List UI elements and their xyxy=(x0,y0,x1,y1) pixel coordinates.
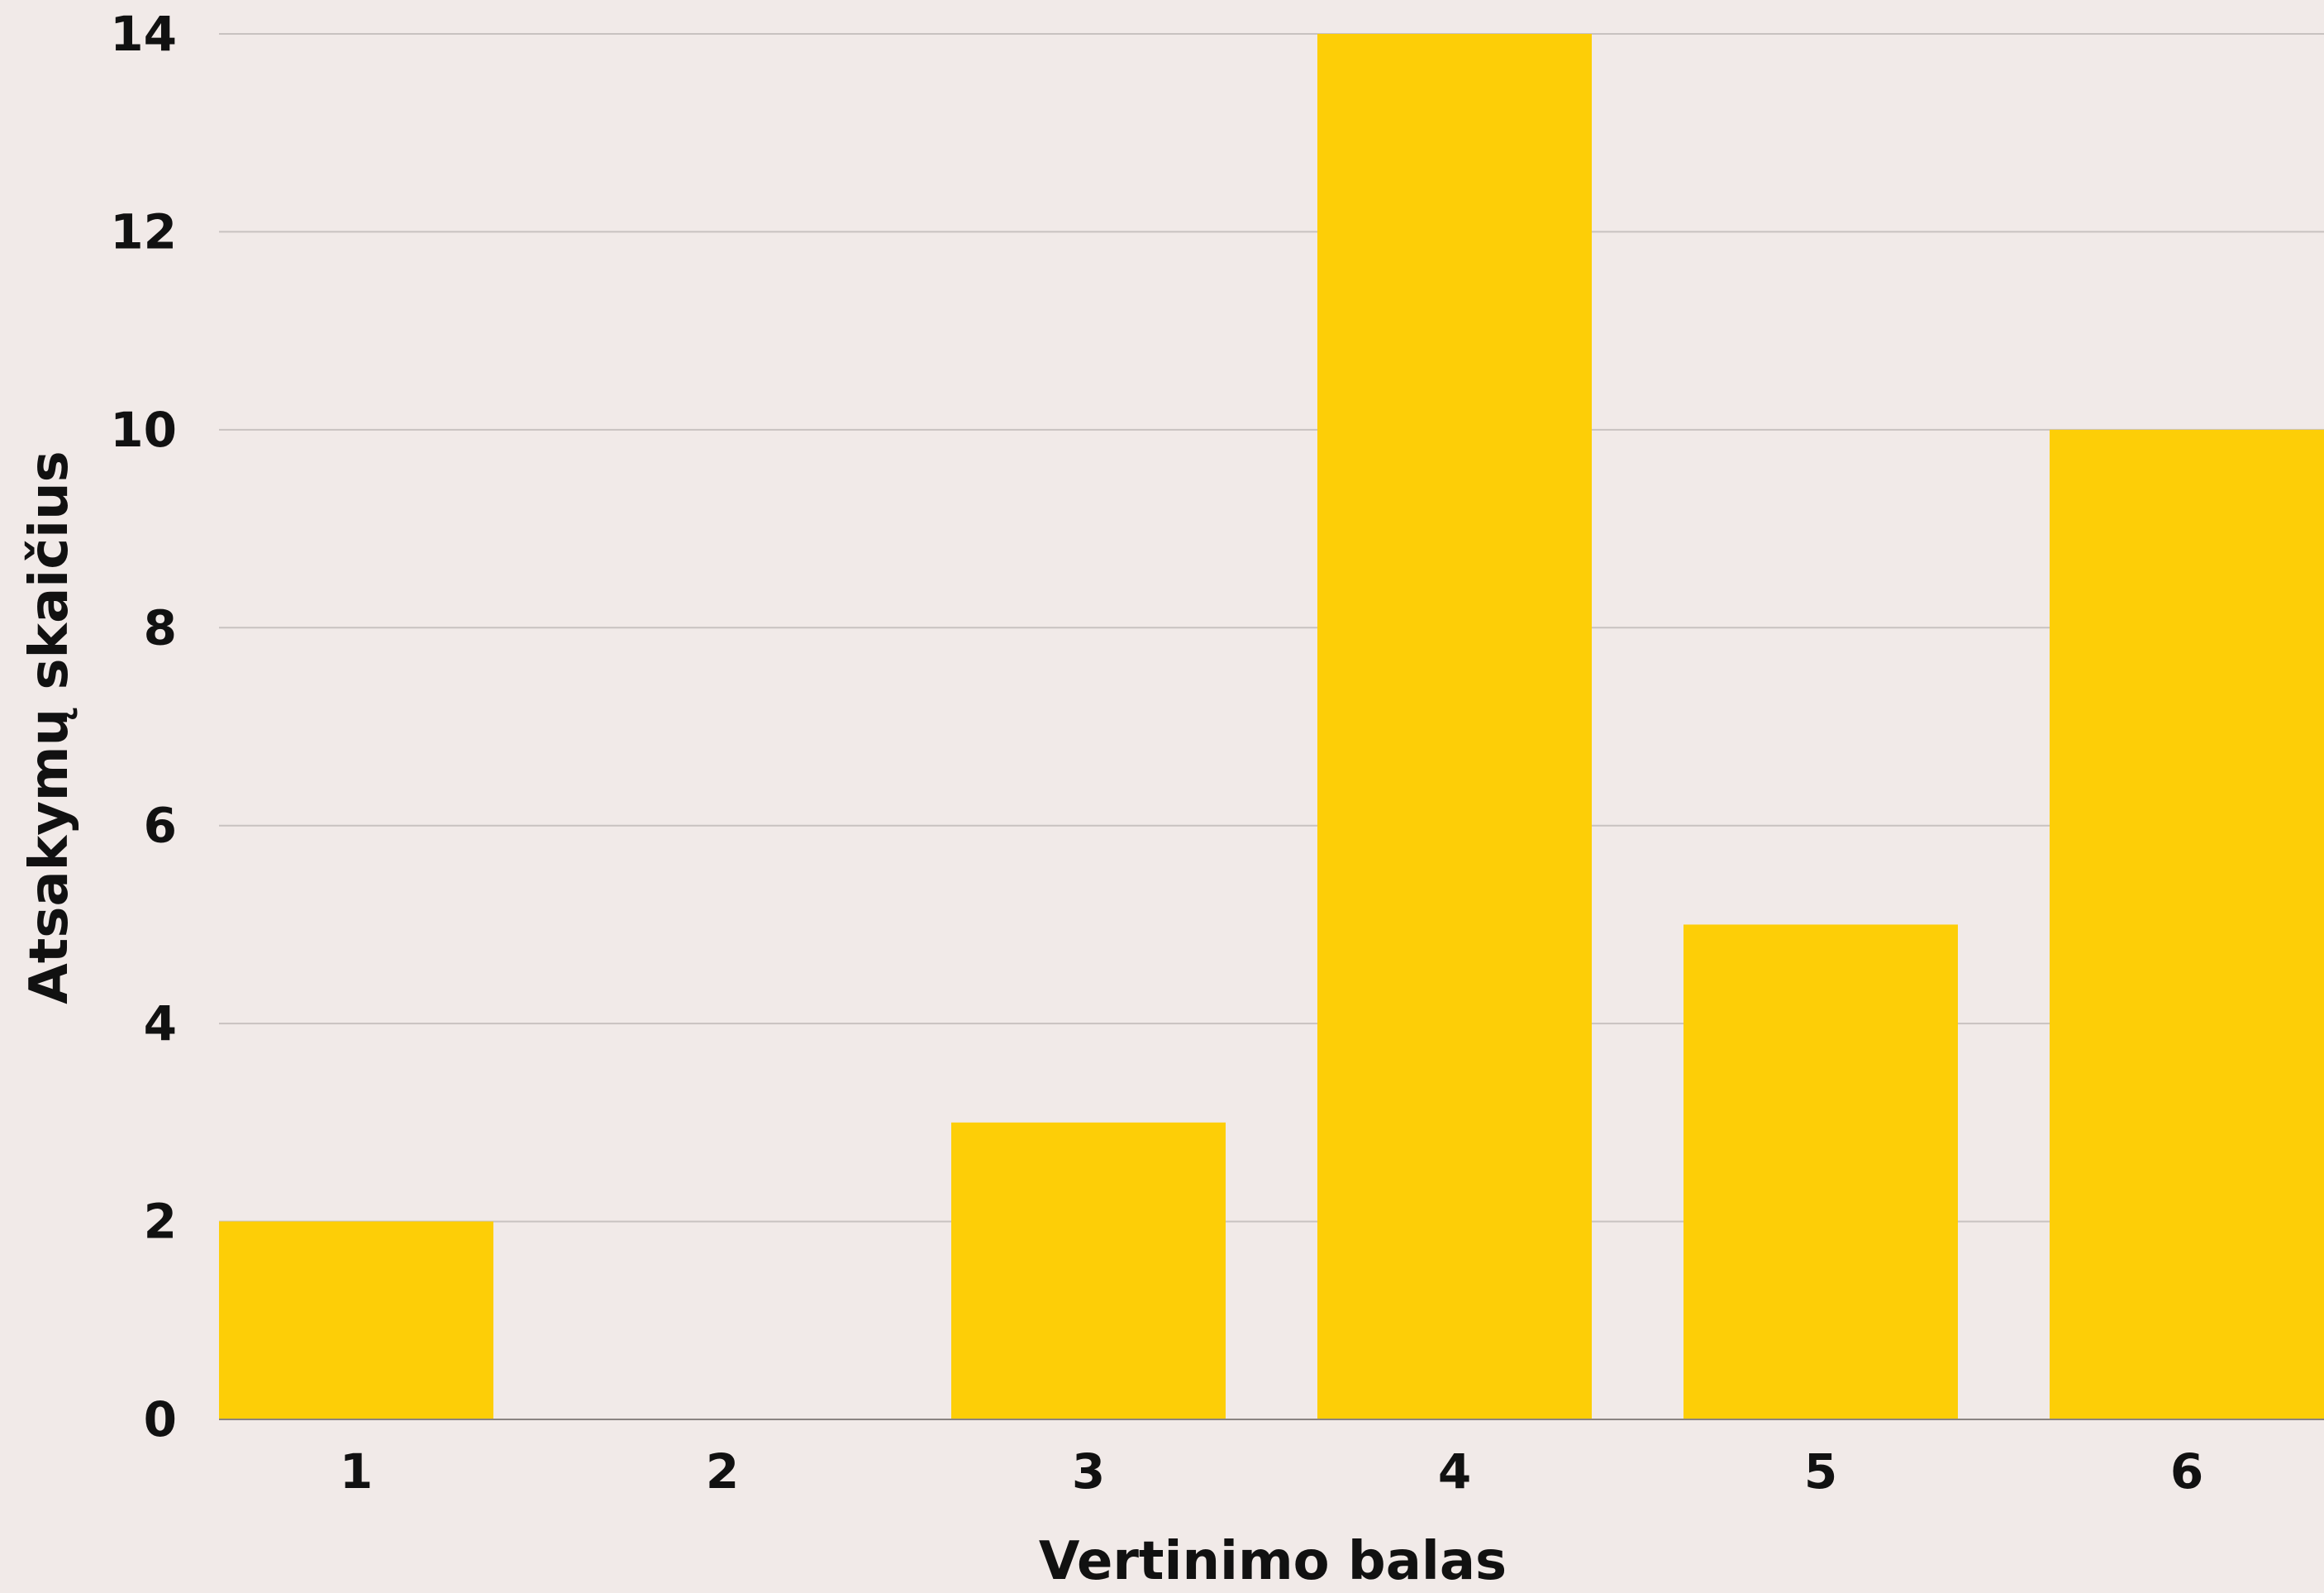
bars xyxy=(219,34,2324,1419)
bar-1 xyxy=(219,1221,493,1419)
x-tick-label-4: 4 xyxy=(1438,1443,1471,1500)
y-tick-labels: 0 2 4 6 8 10 12 14 xyxy=(110,6,177,1448)
x-tick-labels: 1 2 3 4 5 6 xyxy=(340,1443,2203,1500)
y-tick-label-14: 14 xyxy=(110,6,177,62)
bar-3 xyxy=(951,1122,1226,1419)
x-tick-label-2: 2 xyxy=(706,1443,739,1500)
y-tick-label-12: 12 xyxy=(110,203,177,260)
y-tick-label-4: 4 xyxy=(144,995,177,1052)
bar-4 xyxy=(1317,34,1592,1419)
gridlines xyxy=(219,33,2324,1223)
x-axis-title: Vertinimo balas xyxy=(1039,1531,1507,1589)
bar-6 xyxy=(2050,429,2324,1419)
bar-5 xyxy=(1683,924,1958,1419)
y-tick-label-10: 10 xyxy=(110,402,177,458)
x-tick-label-5: 5 xyxy=(1804,1443,1837,1500)
y-tick-label-8: 8 xyxy=(144,599,177,656)
x-tick-label-3: 3 xyxy=(1072,1443,1105,1500)
y-tick-label-0: 0 xyxy=(144,1391,177,1448)
x-tick-label-1: 1 xyxy=(340,1443,373,1500)
y-tick-label-2: 2 xyxy=(144,1194,177,1250)
y-axis-title: Atsakymų skaičius xyxy=(19,451,80,1004)
x-tick-label-6: 6 xyxy=(2170,1443,2203,1500)
y-tick-label-6: 6 xyxy=(144,798,177,854)
